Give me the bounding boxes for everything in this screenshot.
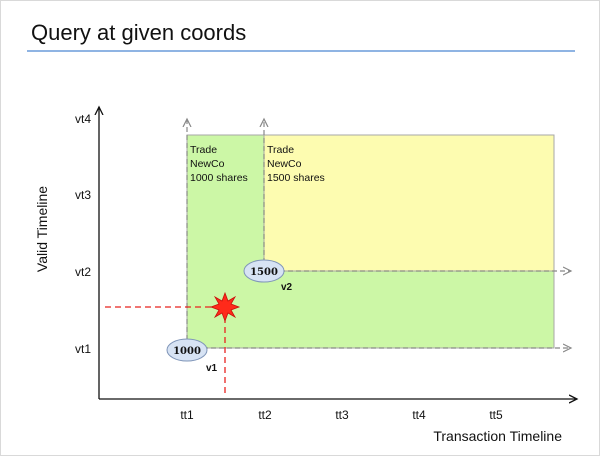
star-burst-icon [209, 291, 241, 323]
page-title: Query at given coords [31, 20, 247, 45]
y-tick-label: vt1 [75, 342, 91, 356]
x-axis-title: Transaction Timeline [433, 428, 562, 444]
x-tick-label: tt1 [180, 408, 194, 422]
y-tick-label: vt2 [75, 265, 91, 279]
x-tick-label: tt2 [258, 408, 272, 422]
record-v1-label: Trade NewCo 1000 shares [190, 144, 248, 184]
record-v2-badge[interactable] [243, 259, 285, 283]
y-axis-title: Valid Timeline [34, 186, 50, 272]
record-v1-badge[interactable] [166, 338, 208, 362]
y-tick-label: vt4 [75, 112, 91, 126]
y-tick-label: vt3 [75, 188, 91, 202]
x-tick-label: tt5 [489, 408, 503, 422]
record-v2-version: v2 [281, 282, 293, 293]
title-divider [27, 50, 575, 52]
record-v1-version: v1 [206, 363, 218, 374]
x-tick-label: tt3 [335, 408, 349, 422]
record-v2-label: Trade NewCo 1500 shares [267, 144, 325, 184]
record-v2-badge-label: 1500 [250, 267, 278, 278]
record-v1-badge-label: 1000 [173, 346, 201, 357]
record-v2-region [263, 134, 555, 272]
x-tick-label: tt4 [412, 408, 426, 422]
